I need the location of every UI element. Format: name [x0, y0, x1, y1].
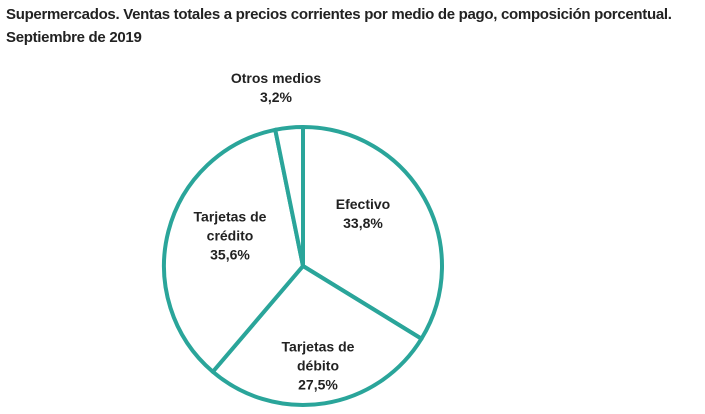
slice-label: Efectivo 33,8% — [308, 195, 418, 233]
value-label: 35,6% — [210, 246, 250, 263]
category: Otros medios — [230, 70, 322, 86]
pie-slice — [210, 264, 424, 407]
chart-title: Supermercados. Ventas totales a precios … — [6, 6, 672, 23]
pie-slice — [273, 125, 305, 268]
slice-label: Tarjetas de débito 27,5% — [263, 338, 373, 395]
value-label: 3,2% — [260, 89, 292, 105]
category: Tarjetas de crédito — [193, 208, 267, 244]
value-label: 27,5% — [298, 376, 338, 393]
value-label: 33,8% — [343, 215, 383, 231]
chart-subtitle: Septiembre de 2019 — [6, 29, 142, 46]
slice-label: Otros medios 3,2% — [221, 69, 331, 107]
category: Efectivo — [335, 196, 391, 212]
category: Tarjetas de débito — [281, 338, 355, 374]
slice-label: Tarjetas de crédito 35,6% — [175, 208, 285, 265]
pie-slice — [162, 127, 305, 374]
